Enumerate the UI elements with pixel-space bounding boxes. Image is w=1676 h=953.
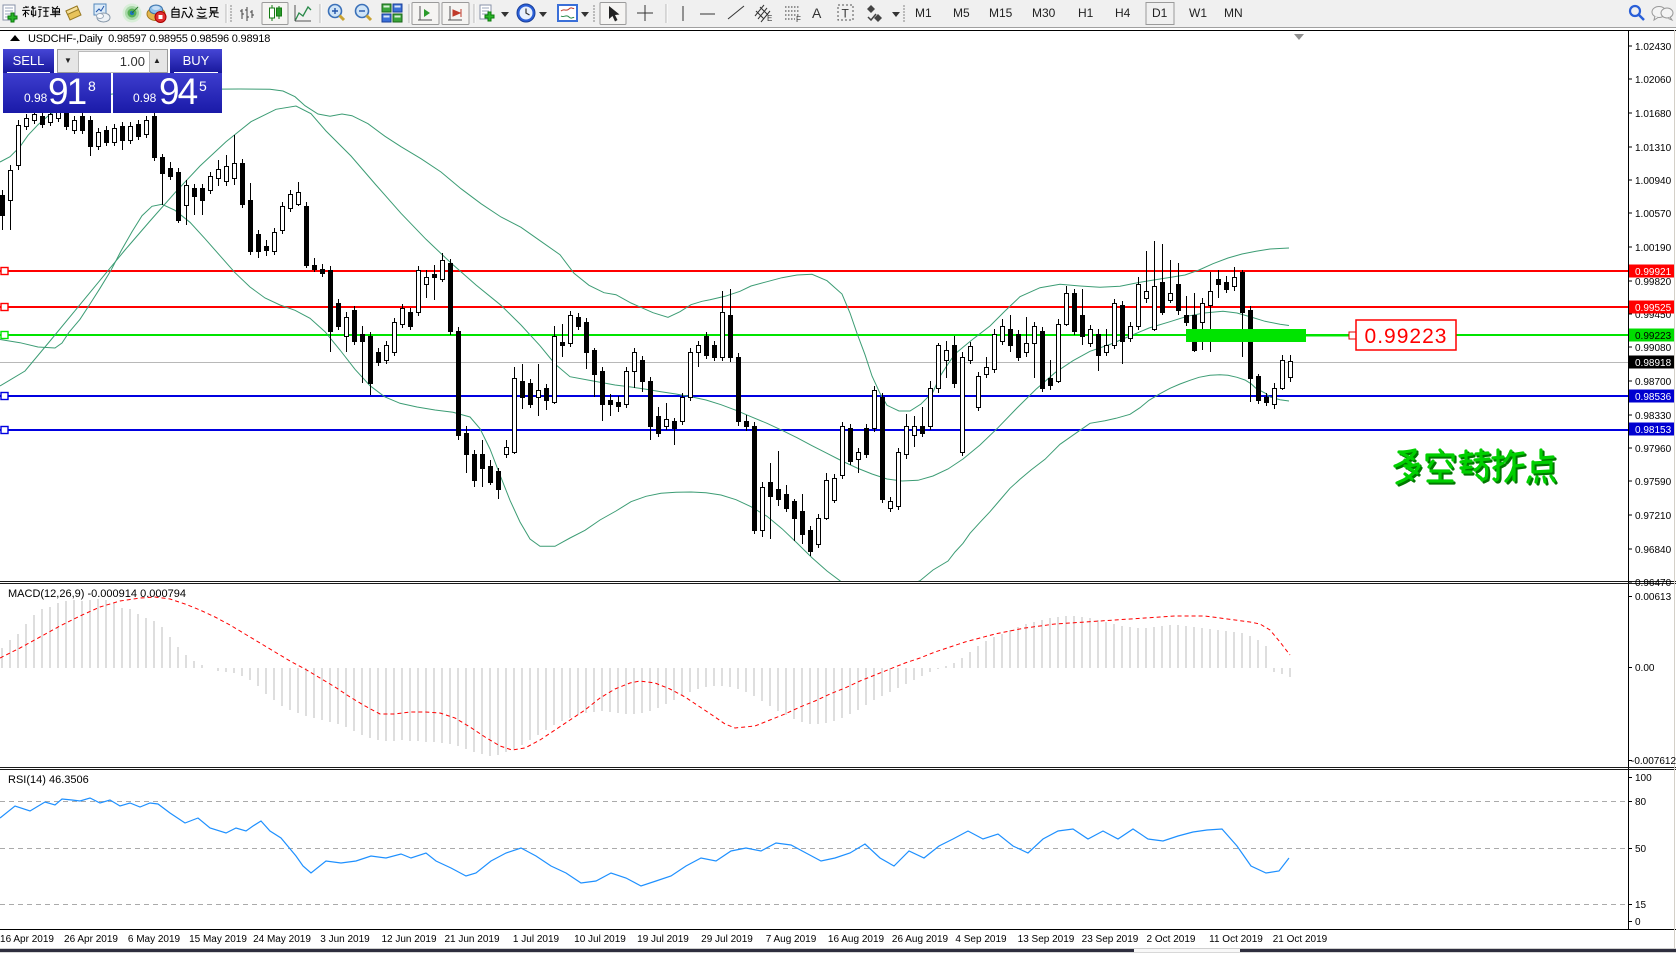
svg-text:6 May 2019: 6 May 2019: [128, 934, 181, 945]
svg-text:1.02060: 1.02060: [1635, 75, 1672, 86]
svg-text:1.01310: 1.01310: [1635, 143, 1672, 154]
svg-text:H4: H4: [1115, 6, 1131, 20]
svg-text:0.98153: 0.98153: [1635, 425, 1672, 436]
svg-text:0.98536: 0.98536: [1635, 392, 1672, 403]
svg-text:M5: M5: [953, 6, 970, 20]
svg-text:0.00: 0.00: [1635, 663, 1655, 674]
svg-text:M30: M30: [1032, 6, 1056, 20]
svg-text:4 Sep 2019: 4 Sep 2019: [955, 934, 1007, 945]
svg-text:26 Apr 2019: 26 Apr 2019: [64, 934, 118, 945]
svg-text:0.96840: 0.96840: [1635, 545, 1672, 556]
svg-text:12 Jun 2019: 12 Jun 2019: [381, 934, 436, 945]
svg-text:24 May 2019: 24 May 2019: [253, 934, 311, 945]
svg-text:MACD(12,26,9) -0.000914 0.0007: MACD(12,26,9) -0.000914 0.000794: [8, 588, 186, 600]
svg-text:D1: D1: [1152, 6, 1168, 20]
svg-text:A: A: [812, 5, 822, 21]
svg-text:0.99080: 0.99080: [1635, 343, 1672, 354]
svg-text:0.99450: 0.99450: [1635, 310, 1672, 321]
svg-text:F: F: [796, 15, 801, 24]
svg-text:0.99223: 0.99223: [1365, 325, 1448, 348]
svg-text:21 Oct 2019: 21 Oct 2019: [1273, 934, 1328, 945]
svg-text:11 Oct 2019: 11 Oct 2019: [1209, 934, 1263, 945]
svg-text:3 Jun 2019: 3 Jun 2019: [320, 934, 370, 945]
svg-text:0.97590: 0.97590: [1635, 477, 1672, 488]
svg-text:1.00570: 1.00570: [1635, 209, 1672, 220]
svg-text:13 Sep 2019: 13 Sep 2019: [1018, 934, 1075, 945]
svg-text:MN: MN: [1224, 6, 1243, 20]
svg-text:2 Oct 2019: 2 Oct 2019: [1147, 934, 1196, 945]
svg-text:0.99223: 0.99223: [1635, 331, 1672, 342]
svg-text:0.99820: 0.99820: [1635, 277, 1672, 288]
svg-text:15 May 2019: 15 May 2019: [189, 934, 247, 945]
svg-text:80: 80: [1635, 797, 1647, 808]
svg-text:26 Aug 2019: 26 Aug 2019: [892, 934, 949, 945]
svg-text:T: T: [842, 7, 850, 21]
svg-text:0.98918: 0.98918: [1635, 358, 1672, 369]
svg-text:1.02430: 1.02430: [1635, 42, 1672, 53]
svg-text:0.98330: 0.98330: [1635, 411, 1672, 422]
svg-text:10 Jul 2019: 10 Jul 2019: [574, 934, 626, 945]
svg-text:7 Aug 2019: 7 Aug 2019: [766, 934, 817, 945]
svg-text:M15: M15: [989, 6, 1013, 20]
svg-text:M1: M1: [915, 6, 932, 20]
svg-text:W1: W1: [1189, 6, 1207, 20]
svg-text:29 Jul 2019: 29 Jul 2019: [701, 934, 753, 945]
svg-text:E: E: [767, 14, 772, 23]
svg-text:1.00190: 1.00190: [1635, 243, 1672, 254]
svg-text:16 Apr 2019: 16 Apr 2019: [0, 934, 54, 945]
svg-text:0.99921: 0.99921: [1635, 267, 1672, 278]
svg-text:19 Jul 2019: 19 Jul 2019: [637, 934, 689, 945]
svg-text:1 Jul 2019: 1 Jul 2019: [513, 934, 560, 945]
svg-text:1.01680: 1.01680: [1635, 109, 1672, 120]
svg-text:15: 15: [1635, 900, 1647, 911]
svg-text:16 Aug 2019: 16 Aug 2019: [828, 934, 885, 945]
svg-text:23 Sep 2019: 23 Sep 2019: [1082, 934, 1139, 945]
svg-text:0.98700: 0.98700: [1635, 377, 1672, 388]
svg-text:0.00613: 0.00613: [1635, 592, 1672, 603]
svg-text:21 Jun 2019: 21 Jun 2019: [444, 934, 499, 945]
svg-text:50: 50: [1635, 844, 1647, 855]
svg-text:0: 0: [1635, 917, 1641, 928]
svg-text:-0.007612: -0.007612: [1631, 756, 1676, 767]
svg-text:1.00940: 1.00940: [1635, 176, 1672, 187]
svg-text:0.97960: 0.97960: [1635, 444, 1672, 455]
svg-text:H1: H1: [1078, 6, 1094, 20]
svg-text:0.99525: 0.99525: [1635, 303, 1672, 314]
svg-text:RSI(14) 46.3506: RSI(14) 46.3506: [8, 774, 89, 786]
svg-text:0.97210: 0.97210: [1635, 511, 1672, 522]
svg-text:0.96470: 0.96470: [1635, 578, 1672, 589]
svg-text:USDCHF-,Daily 0.98597 0.98955: USDCHF-,Daily 0.98597 0.98955 0.98596 0.…: [28, 33, 270, 45]
svg-text:100: 100: [1635, 773, 1652, 784]
